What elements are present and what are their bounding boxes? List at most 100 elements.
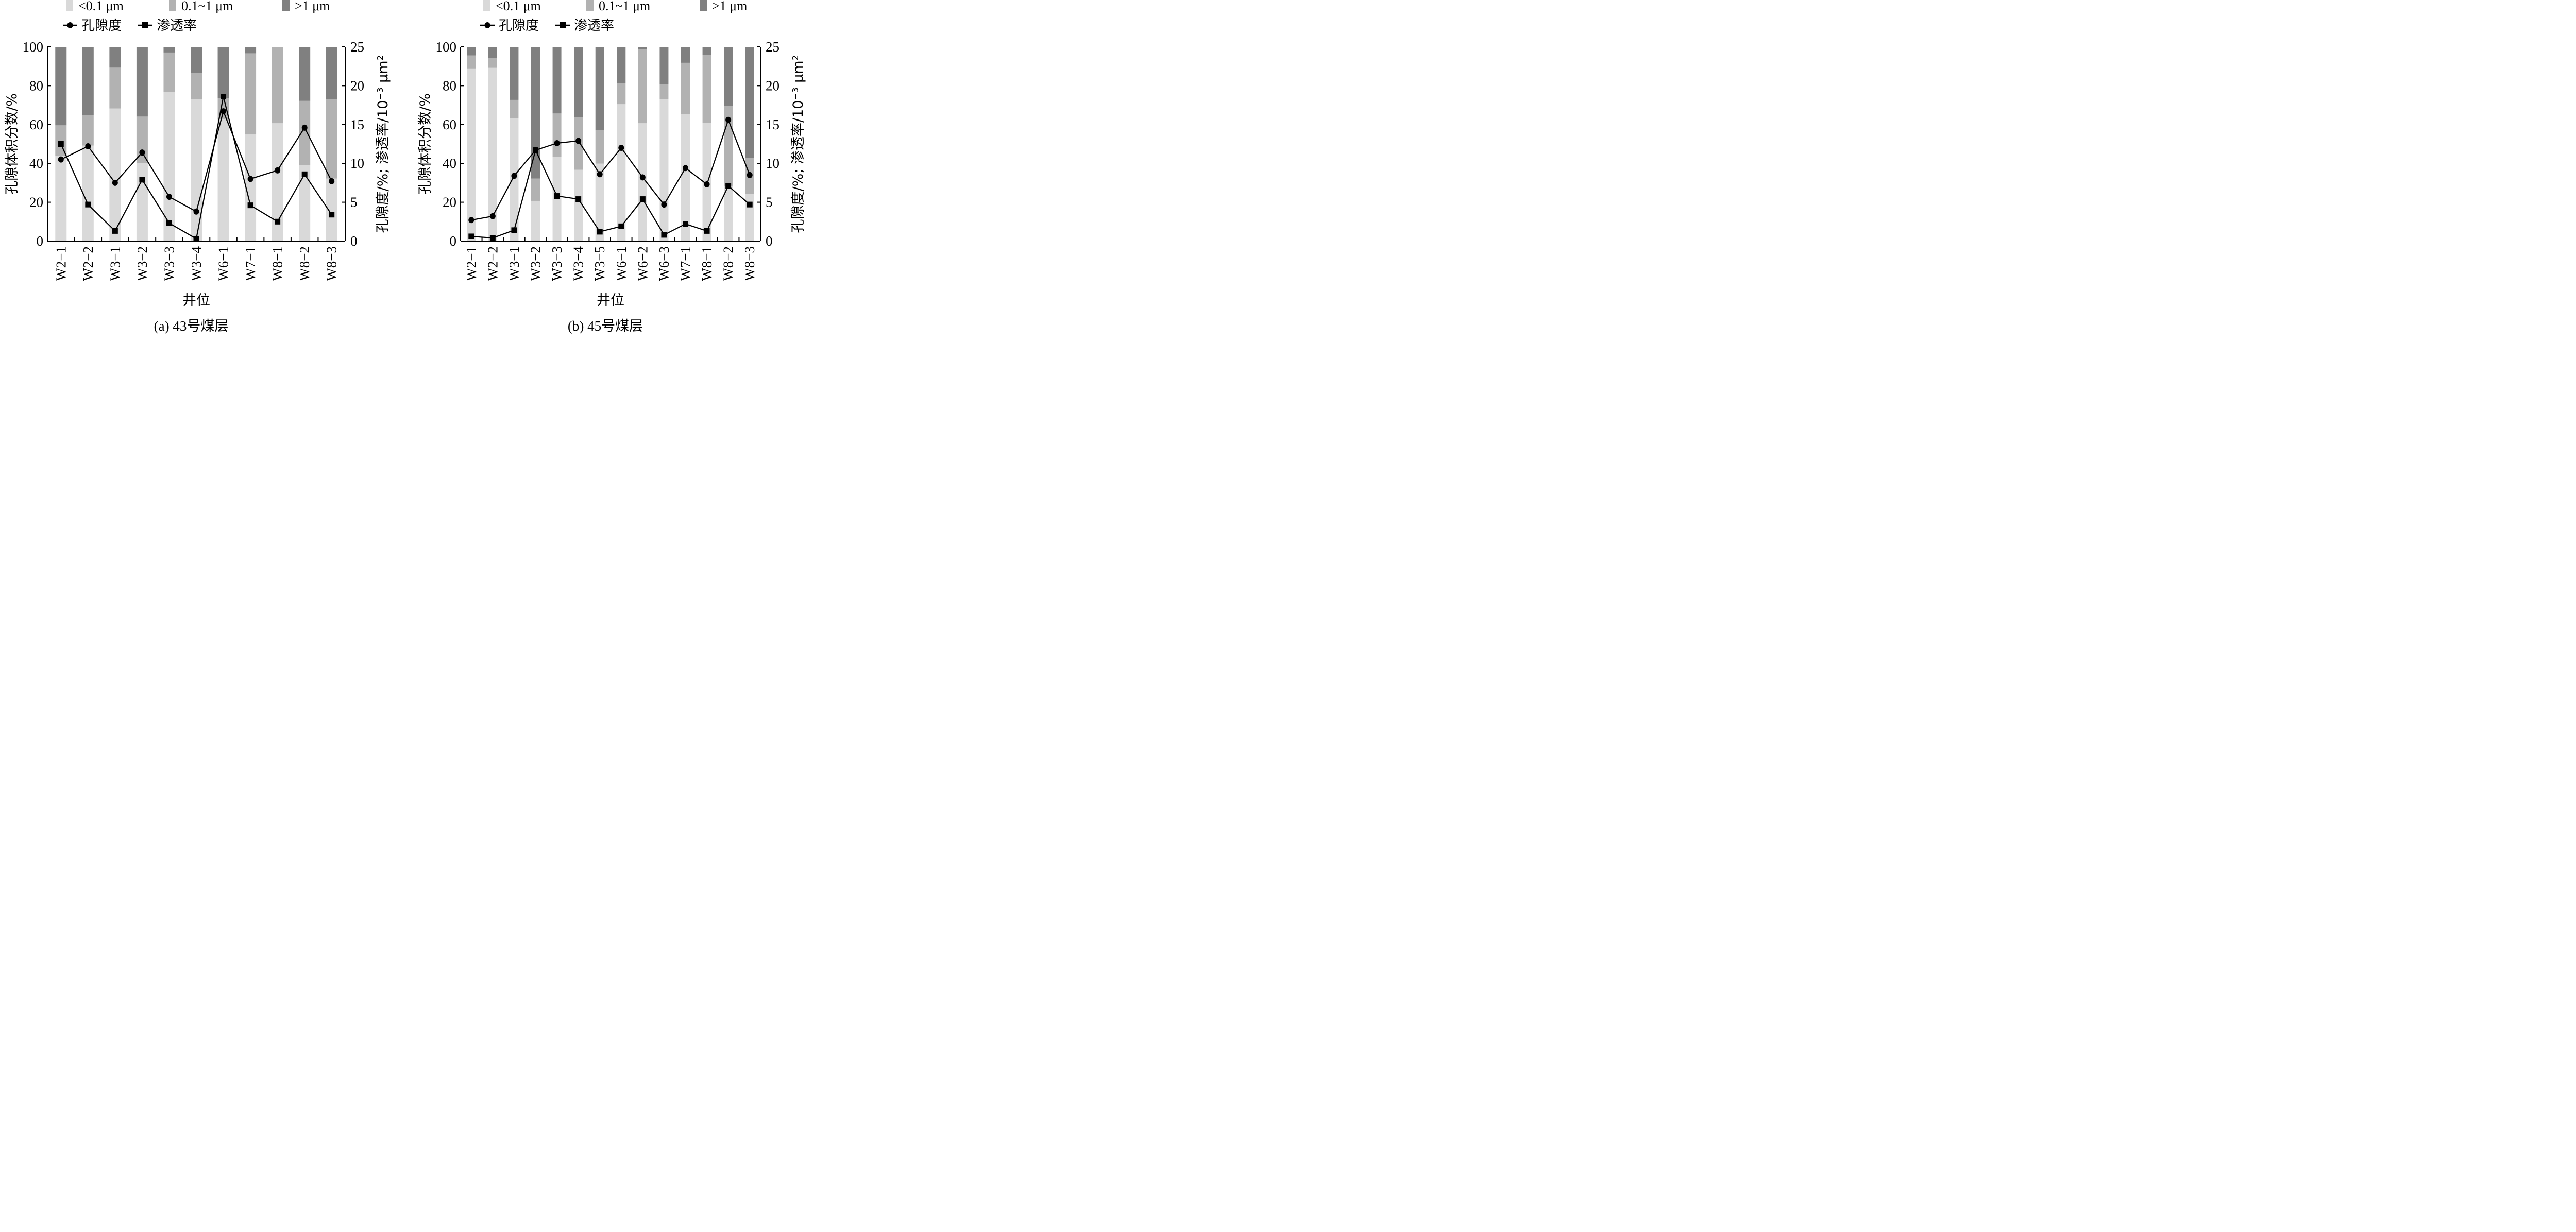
y-tick-label: 60 [443, 117, 456, 132]
permeability-point [489, 235, 496, 241]
legend-square-marker [142, 22, 148, 28]
bar-segment-lt-0-1um [467, 68, 476, 242]
porosity-point [725, 116, 732, 123]
y2-tick-label: 0 [350, 233, 358, 249]
permeability-point [85, 201, 91, 208]
permeability-point [575, 196, 582, 202]
bar-segment-lt-0-1um [109, 108, 121, 241]
porosity-point [329, 178, 335, 184]
y-axis-title: 孔隙体积分数/% [417, 93, 433, 195]
bar-segment-0-1-to-1um [638, 49, 647, 124]
bar-segment-gt-1um [552, 47, 562, 114]
permeability-point [704, 228, 710, 234]
y2-tick-label: 0 [766, 233, 773, 249]
legend-swatch-2 [700, 0, 707, 11]
permeability-point [275, 218, 281, 225]
legend-a: <0.1 μm 0.1~1 μm >1 μm 孔隙度 渗透率 [63, 0, 330, 33]
bar-segment-lt-0-1um [136, 163, 148, 241]
bar-segment-lt-0-1um [191, 99, 202, 241]
bar-segment-gt-1um [510, 47, 519, 100]
chart-panel-b: 0 20 40 60 80 100 0 5 10 15 20 25 W2−1 W2−2 W3−1 W3−2 W3… [417, 39, 806, 334]
bar-segment-0-1-to-1um [55, 125, 67, 156]
legend-label: >1 μm [295, 0, 330, 13]
bar-segment-0-1-to-1um [531, 178, 540, 201]
bar-segment-lt-0-1um [659, 99, 669, 241]
figure: <0.1 μm 0.1~1 μm >1 μm 孔隙度 渗透率 <0.1 μm 0.1~1 … [4, 0, 806, 334]
permeability-point [301, 171, 308, 177]
permeability-point [468, 233, 474, 239]
legend-label: 0.1~1 μm [181, 0, 233, 13]
bar-segment-lt-0-1um [163, 92, 175, 241]
y2-tick-label: 20 [350, 78, 364, 93]
legend-circle-marker [484, 22, 490, 28]
porosity-point [683, 165, 688, 172]
x-tick-label: W2−2 [80, 246, 96, 281]
legend-swatch-2 [282, 0, 290, 11]
legend-label: 渗透率 [157, 18, 197, 33]
porosity-point [554, 140, 560, 146]
y-tick-label: 40 [443, 156, 456, 171]
x-tick-label: W3−2 [528, 246, 544, 281]
porosity-point [193, 208, 199, 215]
bar-segment-0-1-to-1um [109, 67, 121, 109]
bar-segment-gt-1um [595, 47, 604, 131]
porosity-point [468, 217, 474, 224]
bar-segment-gt-1um [702, 47, 711, 55]
porosity-point [301, 124, 308, 131]
bar-segment-0-1-to-1um [136, 116, 148, 163]
bar-segment-gt-1um [681, 47, 690, 63]
x-axis-title: 井位 [182, 293, 210, 309]
legend-swatch-0 [66, 0, 73, 11]
bar-segment-lt-0-1um [724, 185, 733, 241]
permeability-point [511, 227, 517, 233]
bar-segment-lt-0-1um [595, 163, 604, 241]
bar-segment-0-1-to-1um [191, 73, 202, 99]
bar-segment-lt-0-1um [326, 178, 337, 241]
lines-group [468, 116, 753, 241]
legend-label: 孔隙度 [81, 18, 122, 33]
porosity-point [489, 213, 496, 219]
bar-segment-gt-1um [191, 47, 202, 73]
legend-label: >1 μm [712, 0, 747, 13]
bar-segment-gt-1um [326, 47, 337, 99]
x-axis-title: 井位 [597, 293, 624, 309]
bar-segment-lt-0-1um [272, 123, 283, 241]
x-tick-label: W3−4 [189, 246, 204, 281]
x-tick-label: W3−4 [571, 246, 586, 281]
x-tick-label: W3−1 [107, 246, 123, 281]
bar-segment-gt-1um [82, 47, 94, 115]
bars-group [467, 47, 754, 242]
x-tick-label: W2−1 [464, 246, 479, 281]
permeability-point [112, 228, 118, 234]
bar-segment-0-1-to-1um [552, 113, 562, 157]
porosity-point [166, 194, 172, 200]
bar-segment-lt-0-1um [638, 123, 647, 241]
x-tick-label: W6−1 [216, 246, 231, 281]
bar-segment-lt-0-1um [681, 114, 690, 241]
permeability-point [597, 229, 603, 235]
bar-segment-gt-1um [467, 47, 476, 56]
porosity-point [661, 201, 667, 208]
permeability-point [166, 220, 172, 226]
permeability-line [471, 148, 750, 239]
porosity-point [511, 173, 517, 179]
y2-tick-label: 10 [350, 156, 364, 171]
bar-segment-gt-1um [488, 47, 497, 58]
porosity-point [221, 108, 227, 115]
legend-square-marker [560, 22, 566, 28]
bar-segment-lt-0-1um [299, 165, 311, 241]
bar-segment-gt-1um [136, 47, 148, 117]
bar-segment-0-1-to-1um [681, 62, 690, 114]
porosity-point [747, 172, 753, 178]
panel-caption: (b) 45号煤层 [568, 318, 643, 334]
bar-segment-0-1-to-1um [272, 47, 283, 124]
x-tick-label: W6−1 [614, 246, 629, 281]
x-tick-label: W8−2 [297, 246, 312, 281]
bar-segment-lt-0-1um [617, 104, 626, 241]
x-tick-label: W8−2 [721, 246, 736, 281]
y2-tick-label: 5 [350, 195, 358, 210]
x-tick-label: W3−5 [592, 246, 607, 281]
permeability-point [554, 193, 560, 199]
porosity-line [471, 118, 751, 221]
porosity-point [597, 171, 603, 178]
